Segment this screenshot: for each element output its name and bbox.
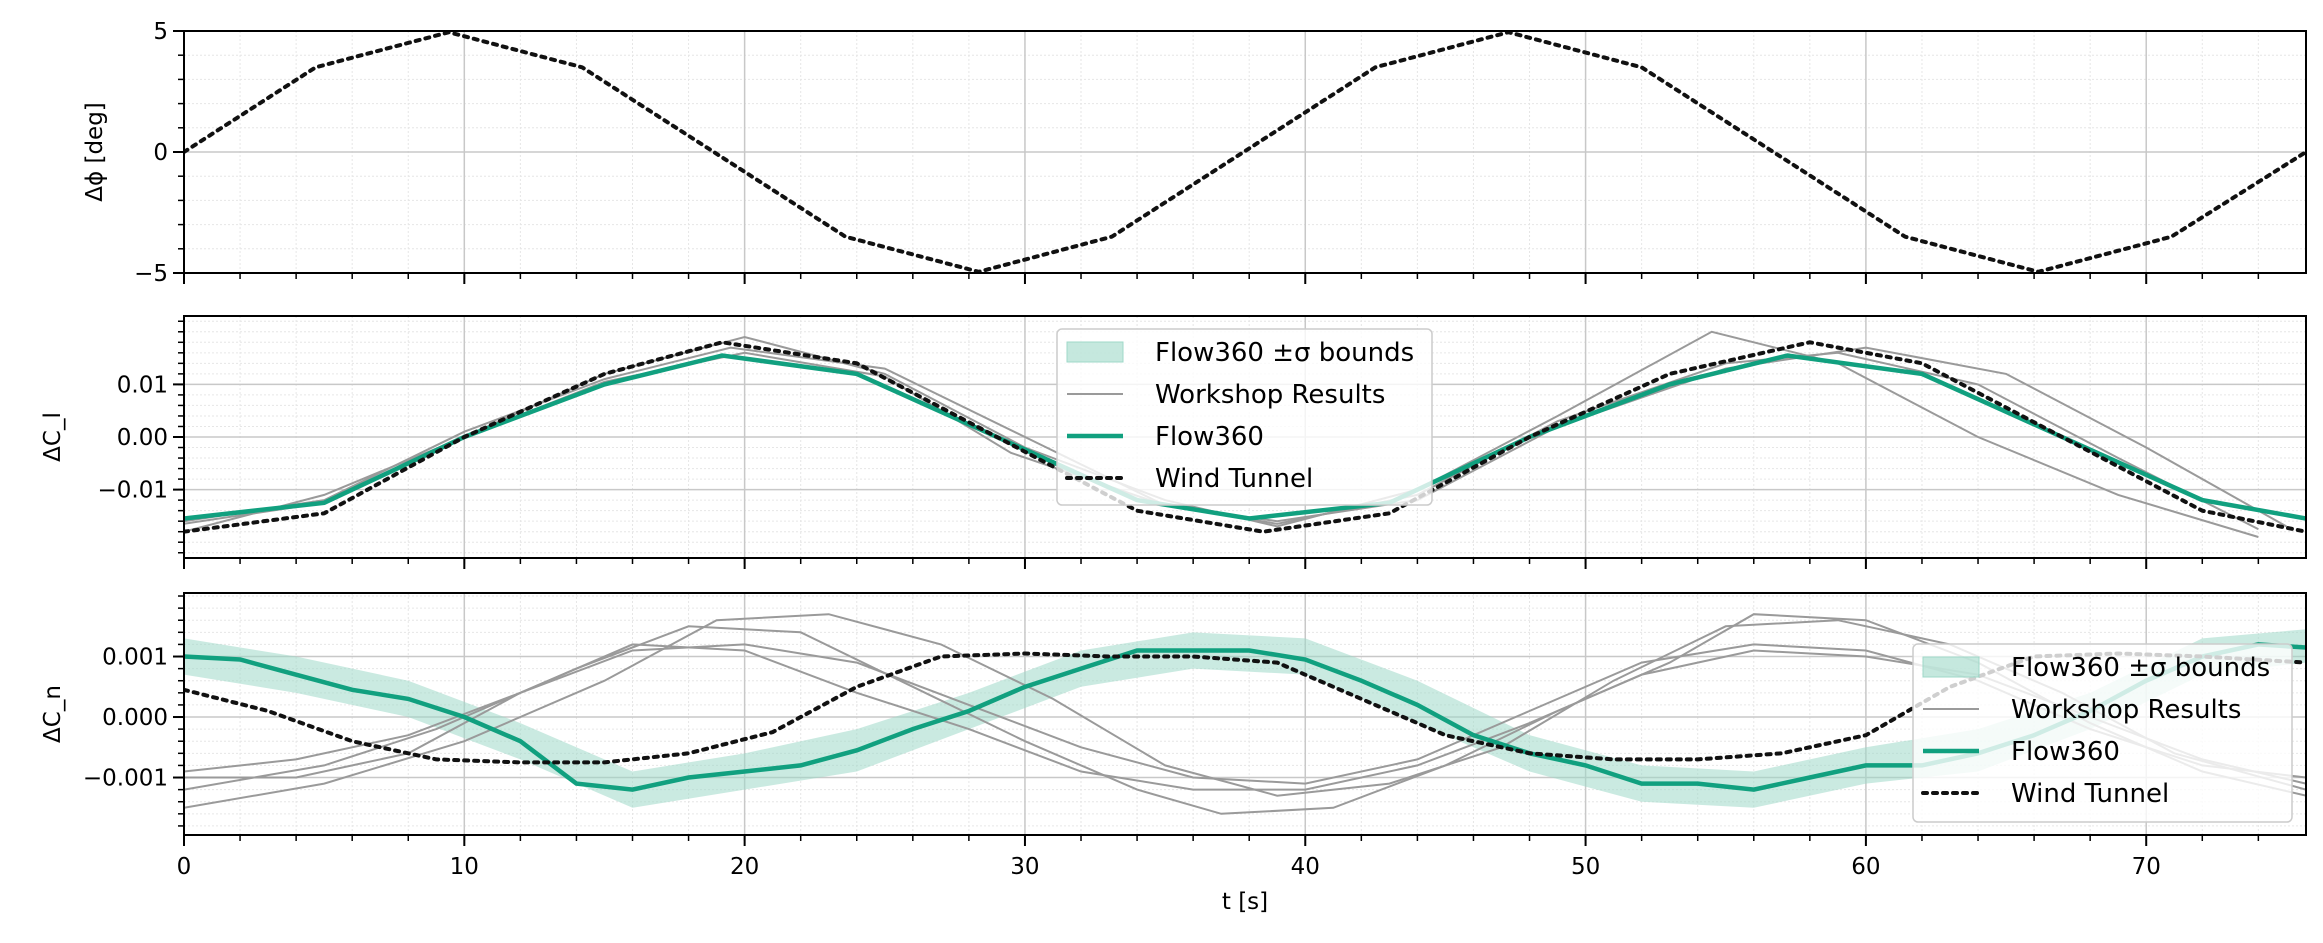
flow360-series <box>184 353 2306 521</box>
panel-1: −5 0 5 Δϕ [deg] <box>82 19 2307 287</box>
legend-band-label: Flow360 ±σ bounds <box>2011 653 2270 683</box>
legend-workshop-label: Workshop Results <box>2011 695 2241 725</box>
plot-area <box>184 330 2306 538</box>
y-tick-label: 0.001 <box>102 645 168 671</box>
x-tick-label: 20 <box>730 854 759 880</box>
y-axis-label: ΔC_n <box>40 685 66 743</box>
y-tick-label: 0.00 <box>117 425 168 451</box>
y-tick-label: −0.001 <box>83 766 168 792</box>
wind-tunnel-series <box>184 31 2306 273</box>
legend-band-label: Flow360 ±σ bounds <box>1155 338 1414 368</box>
x-tick-label: 60 <box>1851 854 1880 880</box>
legend-box <box>1056 328 1433 506</box>
x-tick-label: 50 <box>1571 854 1600 880</box>
x-tick-label: 30 <box>1010 854 1039 880</box>
legend: Flow360 ±σ bounds Workshop Results Flow360… <box>1056 328 1433 506</box>
legend-band-swatch <box>1066 341 1124 363</box>
y-tick-label: −0.01 <box>98 478 168 504</box>
legend-flow360-label: Flow360 <box>2011 737 2120 767</box>
flow360-sigma-band <box>184 629 2306 808</box>
y-axis-label: ΔC_l <box>40 412 66 462</box>
legend-wind-tunnel-label: Wind Tunnel <box>2011 779 2169 809</box>
x-tick-label: 40 <box>1291 854 1320 880</box>
x-tick-label: 10 <box>450 854 479 880</box>
y-tick-label: −5 <box>134 261 168 287</box>
x-tick-label: 70 <box>2132 854 2161 880</box>
x-tick-label: 0 <box>177 854 192 880</box>
y-tick-label: 0 <box>153 140 168 166</box>
wind-tunnel-series <box>184 340 2306 534</box>
axes-frame <box>183 30 2307 274</box>
legend-workshop-label: Workshop Results <box>1155 380 1385 410</box>
y-tick-label: 0.01 <box>117 372 168 398</box>
y-axis-label: Δϕ [deg] <box>82 102 108 202</box>
axes-frame <box>183 315 2307 559</box>
legend-wind-tunnel-label: Wind Tunnel <box>1155 464 1313 494</box>
legend-flow360-label: Flow360 <box>1155 422 1264 452</box>
y-tick-label: 5 <box>153 19 168 45</box>
panel-3: −0.001 0.000 0.001 ΔC_n 0 10 20 30 40 50 60 70 t [s]… <box>40 592 2307 915</box>
x-axis-label: t [s] <box>1222 889 1268 915</box>
legend: Flow360 ±σ bounds Workshop Results Flow360… <box>1912 643 2293 823</box>
plot-area <box>184 31 2306 273</box>
y-tick-label: 0.000 <box>102 705 168 731</box>
panel-2: −0.01 0.00 0.01 ΔC_l Flow360 ±σ bounds Worksh… <box>40 315 2307 569</box>
axes-frame <box>183 592 2307 836</box>
legend-box <box>1912 643 2293 823</box>
legend-band-swatch <box>1922 656 1980 678</box>
